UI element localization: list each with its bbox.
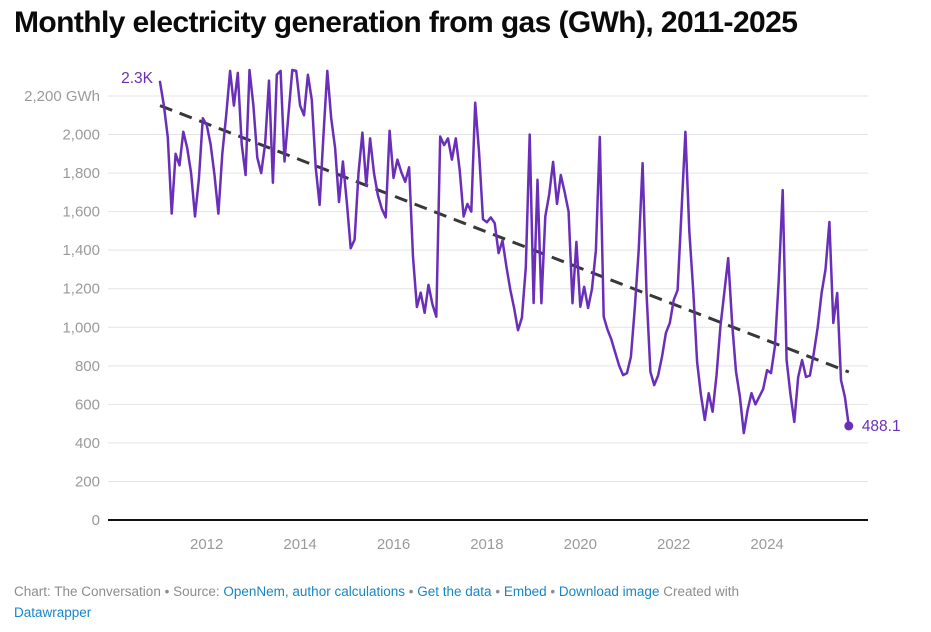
- footer: Chart: The Conversation • Source: OpenNe…: [14, 581, 917, 623]
- footer-brand-line: Datawrapper: [14, 602, 917, 623]
- y-tick-label: 1,600: [62, 204, 100, 221]
- last-value-label: 488.1: [862, 418, 901, 435]
- data-line: [158, 68, 851, 435]
- x-tick-label: 2018: [470, 536, 503, 553]
- footer-attribution: Chart: The Conversation • Source: OpenNe…: [14, 581, 917, 602]
- y-tick-label: 1,400: [62, 242, 100, 259]
- y-tick-label: 400: [75, 435, 100, 452]
- y-tick-label: 800: [75, 358, 100, 375]
- x-tick-label: 2024: [750, 536, 783, 553]
- y-tick-label: 1,200: [62, 281, 100, 298]
- x-tick-label: 2014: [283, 536, 316, 553]
- chart-area: 0 200 400 600 800 1,000 1,200 1,400 1,600 1,800 2,…: [0, 55, 931, 560]
- separator: •: [164, 584, 170, 599]
- separator: •: [550, 584, 556, 599]
- y-tick-label: 600: [75, 396, 100, 413]
- separator: •: [495, 584, 501, 599]
- y-tick-label: 2,200 GWh: [24, 88, 100, 105]
- y-tick-label: 0: [92, 512, 100, 529]
- first-value-label: 2.3K: [121, 70, 154, 87]
- y-tick-label: 1,000: [62, 319, 100, 336]
- line-chart-svg: 0 200 400 600 800 1,000 1,200 1,400 1,600 1,800 2,…: [24, 68, 901, 553]
- chart-title: Monthly electricity generation from gas …: [14, 6, 798, 39]
- download-image-link[interactable]: Download image: [558, 584, 660, 599]
- end-point-dot: [844, 421, 854, 431]
- y-tick-label: 2,000: [62, 127, 100, 144]
- x-tick-label: 2020: [564, 536, 597, 553]
- embed-link[interactable]: Embed: [503, 584, 547, 599]
- chart-credit: Chart: The Conversation: [14, 584, 161, 599]
- x-tick-label: 2012: [190, 536, 223, 553]
- x-tick-label: 2022: [657, 536, 690, 553]
- get-the-data-link[interactable]: Get the data: [417, 584, 492, 599]
- source-link[interactable]: OpenNem, author calculations: [223, 584, 405, 599]
- x-tick-label: 2016: [377, 536, 410, 553]
- y-tick-label: 200: [75, 473, 100, 490]
- source-label: Source:: [173, 584, 220, 599]
- datawrapper-link[interactable]: Datawrapper: [14, 605, 92, 620]
- y-tick-label: 1,800: [62, 165, 100, 182]
- separator: •: [408, 584, 414, 599]
- trend-line: [159, 104, 850, 374]
- created-with-label: Created with: [663, 584, 740, 599]
